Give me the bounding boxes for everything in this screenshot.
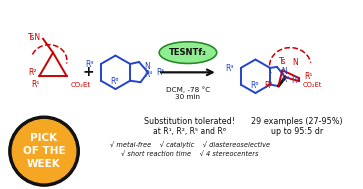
Text: TESNTf₂: TESNTf₂ (169, 48, 207, 57)
Text: R³: R³ (85, 60, 94, 69)
Text: R³: R³ (225, 64, 234, 73)
Text: at R¹, R², R⁵ and R⁶: at R¹, R², R⁵ and R⁶ (154, 127, 227, 136)
Text: R²: R² (264, 81, 272, 90)
Text: R⁵: R⁵ (156, 68, 164, 77)
Text: up to 95:5 dr: up to 95:5 dr (271, 127, 323, 136)
Text: N: N (292, 58, 298, 67)
Text: R¹: R¹ (31, 80, 40, 89)
Text: DCM, -78 °C
30 min: DCM, -78 °C 30 min (166, 86, 210, 100)
Text: Ts: Ts (279, 57, 286, 66)
Circle shape (9, 116, 79, 186)
Text: R⁵: R⁵ (291, 76, 300, 85)
Ellipse shape (159, 42, 217, 64)
Text: N: N (144, 62, 150, 71)
Text: 29 examples (27-95%): 29 examples (27-95%) (251, 117, 343, 126)
Circle shape (12, 120, 76, 183)
Text: PICK
OF THE
WEEK: PICK OF THE WEEK (23, 133, 65, 169)
Text: R⁴: R⁴ (281, 75, 289, 84)
Text: R²: R² (28, 68, 36, 77)
Text: CO₂Et: CO₂Et (302, 82, 322, 88)
Text: +: + (83, 65, 94, 79)
Text: R⁶: R⁶ (110, 77, 119, 86)
Text: Substitution tolerated!: Substitution tolerated! (144, 117, 236, 126)
Text: √ metal-free    √ catalytic    √ diastereoselective: √ metal-free √ catalytic √ diastereosele… (110, 141, 270, 148)
Text: N: N (281, 67, 287, 76)
Text: TsN: TsN (28, 33, 41, 42)
Text: √ short reaction time    √ 4 stereocenters: √ short reaction time √ 4 stereocenters (121, 152, 259, 158)
Text: CO₂Et: CO₂Et (71, 82, 91, 88)
Text: R⁶: R⁶ (250, 81, 259, 90)
Text: R⁴: R⁴ (144, 70, 152, 79)
Text: R¹: R¹ (304, 72, 313, 81)
